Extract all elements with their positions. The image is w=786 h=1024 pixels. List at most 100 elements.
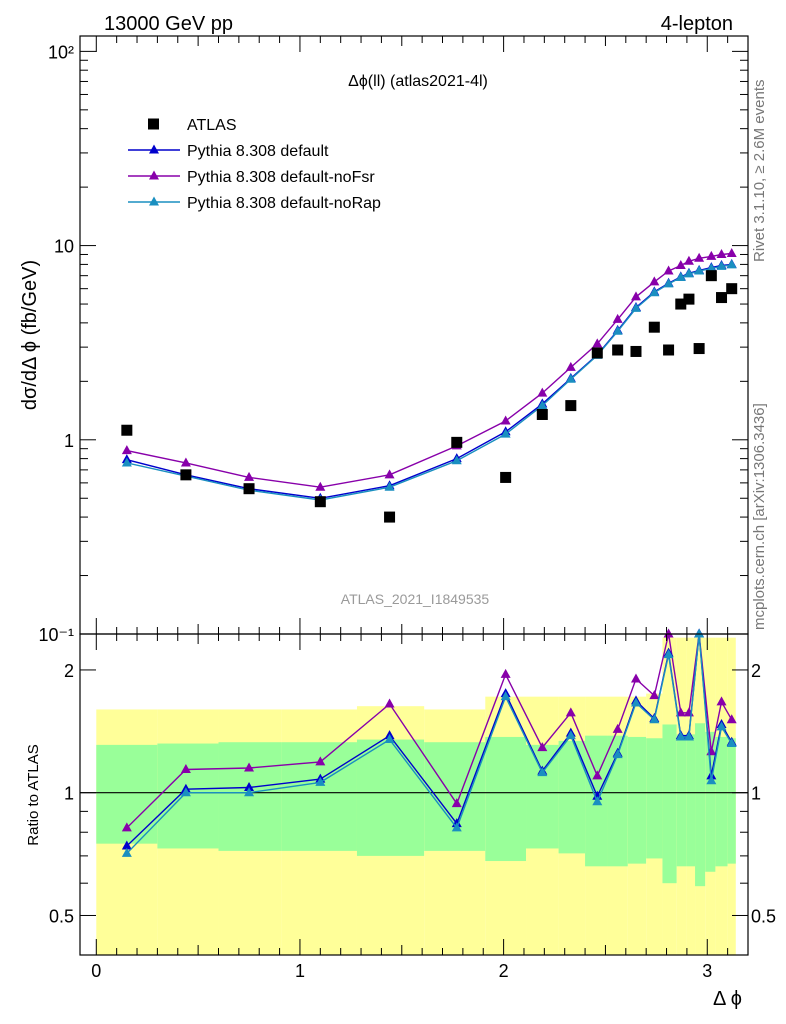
main-frame xyxy=(79,35,749,635)
ratio-point-series-3 xyxy=(649,714,660,724)
main-point-series-3 xyxy=(384,481,395,491)
rivet-label: Rivet 3.1.10, ≥ 2.6M events xyxy=(751,80,768,263)
ratio-point-series-2 xyxy=(500,668,511,678)
ratio-point-series-3 xyxy=(315,776,326,786)
main-point-series-3 xyxy=(694,265,705,275)
legend-label-3: Pythia 8.308 default-noRap xyxy=(187,195,381,212)
main-point-series-2 xyxy=(716,248,727,258)
main-point-series-2 xyxy=(663,265,674,275)
main-line-series-2 xyxy=(126,252,732,488)
ratio-point-series-3 xyxy=(612,749,623,759)
main-point-series-3 xyxy=(649,287,660,297)
ratio-ytick-label-left: 1 xyxy=(64,784,74,804)
ratio-point-series-2 xyxy=(244,762,255,772)
ratio-point-series-2 xyxy=(630,673,641,683)
ratio-point-series-3 xyxy=(565,730,576,740)
ratio-xtick-label: 1 xyxy=(295,961,305,981)
main-point-series-2 xyxy=(694,252,705,262)
data-point xyxy=(693,343,705,355)
ratio-point-series-1 xyxy=(244,781,255,791)
ratio-point-series-3 xyxy=(630,697,641,707)
main-point-series-3 xyxy=(663,278,674,288)
band-inner xyxy=(662,724,677,884)
legend-marker-3 xyxy=(149,196,159,206)
main-point-series-3 xyxy=(612,325,623,335)
band-inner xyxy=(218,742,282,851)
data-point xyxy=(716,292,728,304)
ratio-ytick-label-left: 0.5 xyxy=(49,906,74,926)
main-point-series-3 xyxy=(500,428,511,438)
main-point-series-2 xyxy=(683,255,694,265)
ratio-point-series-3 xyxy=(537,767,548,777)
data-point xyxy=(683,293,695,305)
data-point xyxy=(591,347,603,359)
data-point xyxy=(675,298,687,310)
ratio-ylabel: Ratio to ATLAS xyxy=(25,744,42,845)
data-point xyxy=(451,436,463,448)
band-inner xyxy=(686,734,696,867)
data-point xyxy=(536,408,548,420)
data-point xyxy=(612,344,624,356)
legend: ATLAS Pythia 8.308 default Pythia 8.308 de… xyxy=(128,117,381,212)
main-line-series-1 xyxy=(126,263,732,500)
main-ytick-label: 10 xyxy=(54,237,74,257)
main-point-series-2 xyxy=(612,313,623,323)
main-point-series-3 xyxy=(630,302,641,312)
ratio-panel: Ratio to ATLAS Δ ϕ 0 1 2 3 0.5 0.5 1 1 2 2 xyxy=(25,628,776,1010)
ratio-point-series-3 xyxy=(675,731,686,741)
ratio-ytick-label-right: 2 xyxy=(751,661,761,681)
band-inner xyxy=(695,723,706,887)
data-point xyxy=(384,511,396,523)
band-inner xyxy=(627,736,647,864)
ratio-xtick-label: 0 xyxy=(91,961,101,981)
main-point-series-2 xyxy=(726,248,737,258)
data-point xyxy=(314,496,326,508)
mcplots-label: mcplots.cern.ch [arXiv:1306.3436] xyxy=(751,403,768,630)
main-point-series-2 xyxy=(592,338,603,348)
main-ytick-label: 10² xyxy=(48,42,74,62)
ratio-point-series-2 xyxy=(451,798,462,808)
legend-marker-2 xyxy=(149,170,159,180)
chart-title: Δϕ(ll) (atlas2021-4l) xyxy=(348,73,488,90)
ratio-point-series-2 xyxy=(384,698,395,708)
data-point xyxy=(726,283,738,295)
ratio-point-series-3 xyxy=(121,847,132,857)
ratio-point-series-2 xyxy=(565,707,576,717)
band-inner xyxy=(715,736,728,867)
ratio-point-series-2 xyxy=(121,822,132,832)
main-point-series-2 xyxy=(180,457,191,467)
ratio-point-series-3 xyxy=(180,787,191,797)
ratio-point-series-3 xyxy=(592,796,603,806)
ratio-point-series-3 xyxy=(244,787,255,797)
ratio-ytick-label-right: 0.5 xyxy=(751,906,776,926)
ratio-xtick-label: 3 xyxy=(702,961,712,981)
main-point-series-2 xyxy=(537,387,548,397)
data-point xyxy=(705,270,717,282)
data-point xyxy=(565,400,577,412)
header-left: 13000 GeV pp xyxy=(104,13,233,35)
ratio-point-series-2 xyxy=(716,696,727,706)
data-point xyxy=(648,321,660,333)
data-point xyxy=(630,345,642,357)
band-inner xyxy=(424,742,486,851)
ratio-point-series-3 xyxy=(716,721,727,731)
main-point-series-3 xyxy=(675,271,686,281)
main-point-series-2 xyxy=(500,415,511,425)
main-point-series-3 xyxy=(451,455,462,465)
ratio-frame xyxy=(79,633,749,956)
main-point-series-2 xyxy=(706,250,717,260)
main-point-series-3 xyxy=(706,263,717,273)
ratio-point-series-2 xyxy=(649,690,660,700)
main-point-series-2 xyxy=(630,291,641,301)
band-inner xyxy=(485,736,527,862)
ratio-point-series-2 xyxy=(592,770,603,780)
band-inner xyxy=(705,731,716,872)
ratio-point-series-3 xyxy=(451,822,462,832)
main-panel: Δϕ(ll) (atlas2021-4l) ATLAS_2021_I184953… xyxy=(19,35,749,645)
ratio-point-series-3 xyxy=(384,734,395,744)
main-point-series-2 xyxy=(565,361,576,371)
ratio-xlabel: Δ ϕ xyxy=(713,988,742,1010)
legend-marker-1 xyxy=(149,144,159,154)
band-inner xyxy=(646,738,663,859)
chart-watermark: ATLAS_2021_I1849535 xyxy=(341,591,490,607)
